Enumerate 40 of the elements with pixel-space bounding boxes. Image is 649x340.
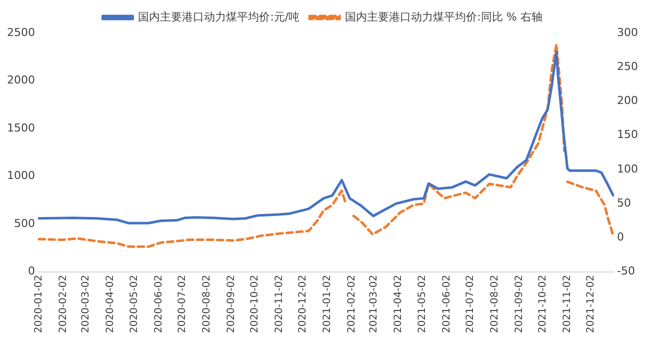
y-tick-label: 500 (14, 216, 35, 230)
x-tick-label: 2020-07-02 (176, 274, 188, 334)
y2-tick-label: 300 (617, 26, 638, 39)
y2-tick-label: 200 (617, 94, 638, 108)
legend-label: 国内主要港口动力煤平均价:同比 % 右轴 (345, 10, 542, 24)
x-tick-label: 2020-08-02 (201, 274, 212, 334)
y-tick-label: 1500 (6, 121, 35, 134)
x-tick-label: 2020-04-02 (105, 274, 116, 334)
x-tick-label: 2021-06-02 (441, 274, 452, 334)
x-tick-label: 2021-05-02 (416, 274, 428, 334)
x-tick-label: 2021-01-02 (322, 274, 334, 334)
x-tick-label: 2020-02-02 (58, 274, 69, 334)
y2-tick-label: -50 (617, 264, 635, 278)
y-tick-label: 0 (28, 264, 35, 278)
x-tick-label: 2021-07-02 (464, 274, 476, 334)
legend-label: 国内主要港口动力煤平均价:元/吨 (138, 10, 300, 24)
x-tick-label: 2020-09-02 (226, 274, 237, 334)
x-tick-label: 2020-11-02 (274, 274, 286, 334)
x-tick-label: 2021-03-02 (368, 274, 380, 334)
x-tick-label: 2020-03-02 (80, 274, 92, 334)
y2-tick-label: 250 (617, 60, 638, 73)
x-tick-label: 2021-02-02 (346, 274, 358, 334)
y2-tick-label: 100 (617, 162, 638, 176)
x-tick-label: 2021-11-02 (562, 274, 574, 334)
x-tick-label: 2020-12-02 (298, 274, 309, 334)
x-tick-label: 2021-10-02 (538, 274, 549, 334)
x-tick-label: 2020-06-02 (153, 274, 164, 334)
x-tick-label: 2020-01-02 (33, 274, 44, 334)
x-tick-label: 2020-05-02 (128, 274, 140, 334)
y-tick-label: 2500 (6, 26, 35, 39)
y2-tick-label: 50 (617, 196, 632, 210)
x-tick-label: 2020-10-02 (250, 274, 261, 334)
x-tick-label: 2021-12-02 (586, 274, 597, 334)
y-tick-label: 1000 (6, 169, 35, 182)
x-tick-label: 2021-08-02 (489, 274, 500, 334)
y2-tick-label: 0 (617, 230, 624, 244)
x-tick-label: 2021-04-02 (393, 274, 404, 334)
y2-tick-label: 150 (617, 128, 638, 142)
x-tick-label: 2021-09-02 (514, 274, 525, 334)
y-tick-label: 2000 (6, 74, 35, 87)
